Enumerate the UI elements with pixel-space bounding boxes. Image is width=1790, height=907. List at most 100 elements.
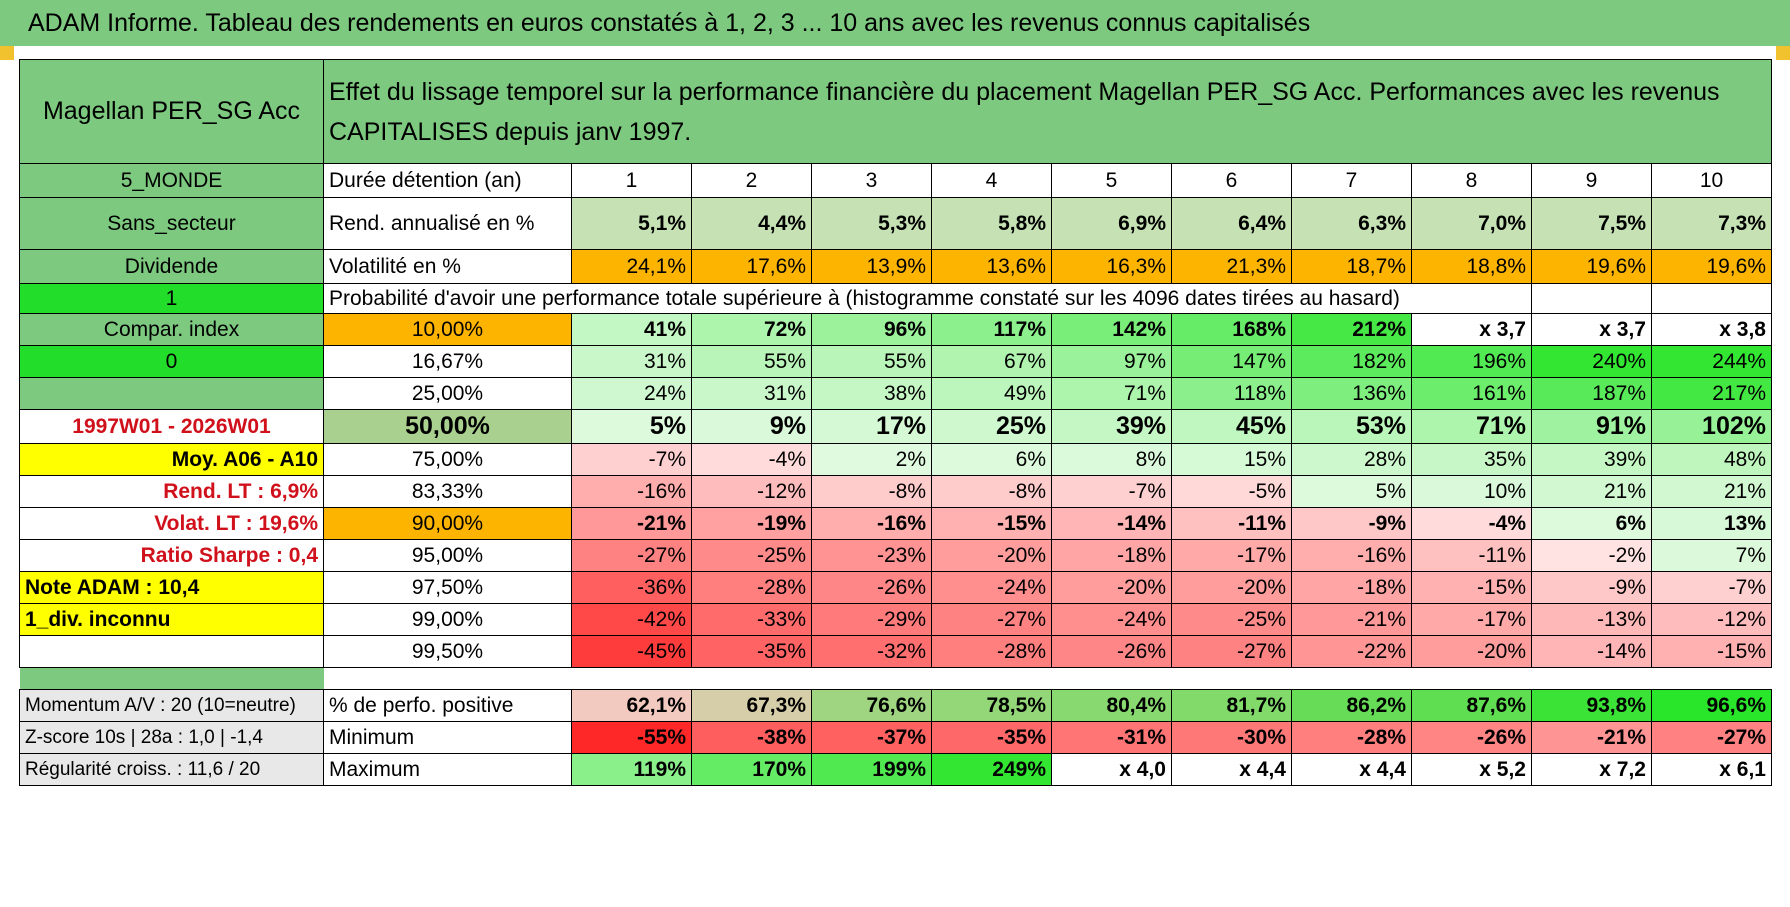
empty-cell [1531, 283, 1652, 314]
probability-level: 83,33% [323, 475, 572, 508]
empty-cell [324, 668, 1772, 690]
rend-value: 7,5% [1531, 197, 1652, 250]
prob-value: 217% [1651, 377, 1772, 410]
prob-value: 53% [1291, 409, 1412, 444]
prob-value: 2% [811, 443, 932, 476]
duration-header: 7 [1291, 163, 1412, 198]
stat-value: x 4,4 [1291, 753, 1412, 786]
prob-value: 55% [811, 345, 932, 378]
prob-value: -13% [1531, 603, 1652, 636]
prob-value: 7% [1651, 539, 1772, 572]
rend-value: 7,3% [1651, 197, 1772, 250]
sheet-corner-marker [0, 46, 14, 60]
probability-level: 25,00% [323, 377, 572, 410]
stat-value: -35% [931, 721, 1052, 754]
stat-value: x 6,1 [1651, 753, 1772, 786]
vol-value: 17,6% [691, 249, 812, 284]
prob-value: -21% [571, 507, 692, 540]
region-label: 5_MONDE [19, 163, 324, 198]
stat-value: 93,8% [1531, 689, 1652, 722]
left-label-rend-lt: Rend. LT : 6,9% [19, 475, 324, 508]
prob-value: -20% [931, 539, 1052, 572]
stat-value: 62,1% [571, 689, 692, 722]
prob-value: -15% [931, 507, 1052, 540]
rend-value: 7,0% [1411, 197, 1532, 250]
fund-name: Magellan PER_SG Acc [19, 59, 324, 164]
prob-value: 6% [931, 443, 1052, 476]
left-label-value-zero: 0 [19, 345, 324, 378]
prob-value: -16% [811, 507, 932, 540]
probability-level: 10,00% [323, 313, 572, 346]
prob-value: 240% [1531, 345, 1652, 378]
prob-value: -28% [931, 635, 1052, 668]
prob-value: -28% [691, 571, 812, 604]
rend-row-label: Rend. annualisé en % [323, 197, 572, 250]
prob-value: 45% [1171, 409, 1292, 444]
stat-value: 87,6% [1411, 689, 1532, 722]
rend-value: 6,3% [1291, 197, 1412, 250]
prob-value: -23% [811, 539, 932, 572]
stat-value: x 7,2 [1531, 753, 1652, 786]
prob-value: -15% [1651, 635, 1772, 668]
probability-level: 99,00% [323, 603, 572, 636]
prob-value: x 3,7 [1411, 313, 1532, 346]
prob-value: -32% [811, 635, 932, 668]
prob-value: 71% [1051, 377, 1172, 410]
prob-value: -11% [1411, 539, 1532, 572]
stat-value: 80,4% [1051, 689, 1172, 722]
prob-value: 17% [811, 409, 932, 444]
prob-value: -45% [571, 635, 692, 668]
prob-value: -17% [1171, 539, 1292, 572]
prob-value: -27% [1171, 635, 1292, 668]
stat-value: 76,6% [811, 689, 932, 722]
prob-value: 187% [1531, 377, 1652, 410]
stat-row-label: Minimum [323, 721, 572, 754]
stat-value: 96,6% [1651, 689, 1772, 722]
prob-value: 142% [1051, 313, 1172, 346]
prob-value: 6% [1531, 507, 1652, 540]
probability-level: 90,00% [323, 507, 572, 540]
table-description: Effet du lissage temporel sur la perform… [323, 59, 1772, 164]
prob-value: -15% [1411, 571, 1532, 604]
left-label-compar: Compar. index [19, 313, 324, 346]
prob-value: -20% [1051, 571, 1172, 604]
empty-cell [19, 635, 324, 668]
probability-level: 95,00% [323, 539, 572, 572]
prob-value: 24% [571, 377, 692, 410]
prob-value: -5% [1171, 475, 1292, 508]
prob-value: -4% [691, 443, 812, 476]
prob-value: -35% [691, 635, 812, 668]
stat-value: -31% [1051, 721, 1172, 754]
prob-value: -36% [571, 571, 692, 604]
prob-value: 38% [811, 377, 932, 410]
prob-value: -42% [571, 603, 692, 636]
prob-value: -12% [691, 475, 812, 508]
probability-level: 75,00% [323, 443, 572, 476]
rend-value: 4,4% [691, 197, 812, 250]
prob-value: -24% [1051, 603, 1172, 636]
stat-value: x 5,2 [1411, 753, 1532, 786]
prob-value: 71% [1411, 409, 1532, 444]
vol-value: 24,1% [571, 249, 692, 284]
prob-value: 196% [1411, 345, 1532, 378]
prob-value: -33% [691, 603, 812, 636]
stat-left-label: Momentum A/V : 20 (10=neutre) [19, 689, 324, 722]
prob-value: -4% [1411, 507, 1532, 540]
prob-value: -19% [691, 507, 812, 540]
prob-value: 21% [1651, 475, 1772, 508]
prob-value: -16% [1291, 539, 1412, 572]
probability-level: 16,67% [323, 345, 572, 378]
stat-left-label: Régularité croiss. : 11,6 / 20 [19, 753, 324, 786]
prob-value: 28% [1291, 443, 1412, 476]
vol-value: 16,3% [1051, 249, 1172, 284]
vol-value: 19,6% [1531, 249, 1652, 284]
prob-value: -16% [571, 475, 692, 508]
prob-value: 147% [1171, 345, 1292, 378]
stat-value: -30% [1171, 721, 1292, 754]
prob-value: -7% [571, 443, 692, 476]
prob-value: 8% [1051, 443, 1172, 476]
prob-value: -18% [1051, 539, 1172, 572]
duration-header: 2 [691, 163, 812, 198]
prob-value: -14% [1051, 507, 1172, 540]
prob-value: -25% [1171, 603, 1292, 636]
